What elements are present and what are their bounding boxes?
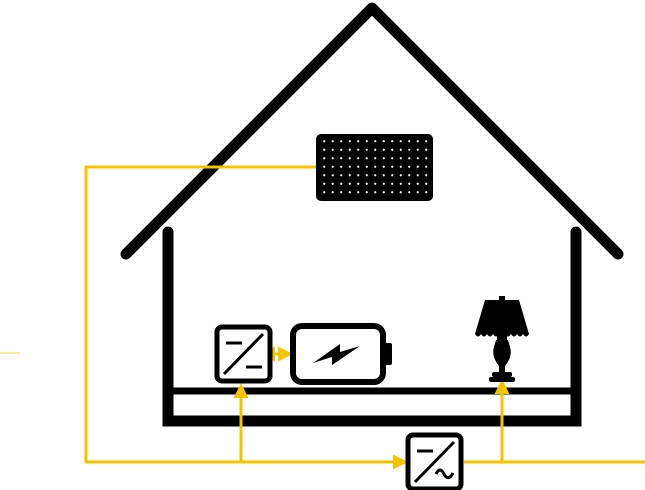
- dc-dc-converter-icon: [214, 324, 273, 384]
- lamp-icon: [475, 296, 529, 382]
- wiring: [0, 165, 645, 470]
- battery-icon: [290, 323, 392, 385]
- lightning-bolt-icon: [313, 344, 360, 365]
- solar-to-inverter-wire: [84, 165, 408, 470]
- solar-panel-icon: [316, 134, 433, 201]
- inverter-icon: [405, 432, 464, 490]
